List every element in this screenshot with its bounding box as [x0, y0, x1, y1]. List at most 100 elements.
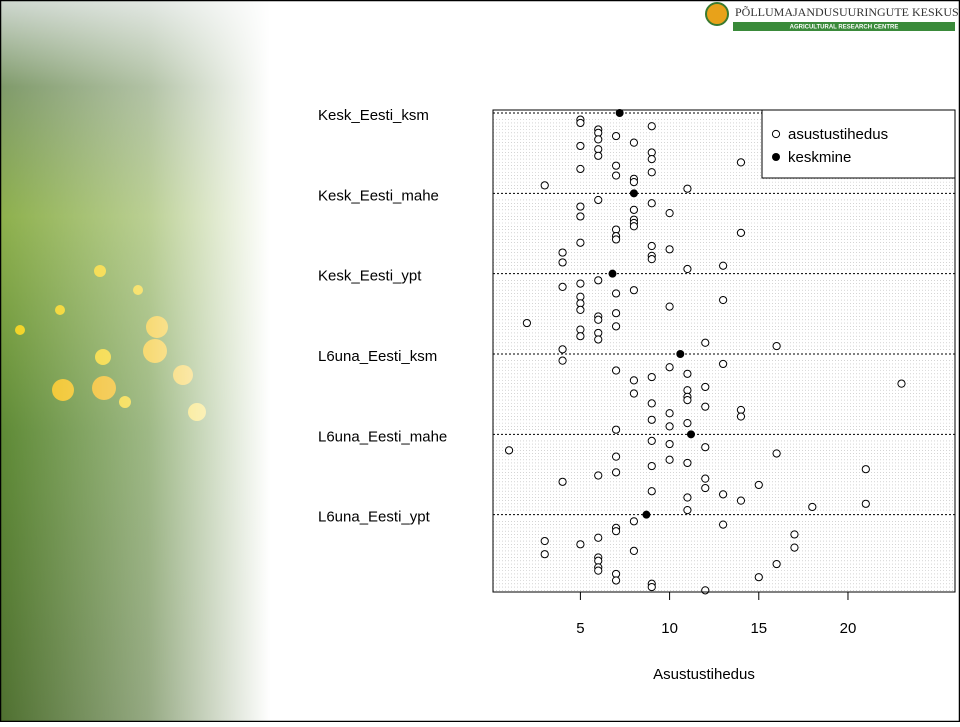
- point: [559, 259, 566, 266]
- point: [541, 537, 548, 544]
- group-label: Kesk_Eesti_ypt: [318, 268, 422, 285]
- point: [595, 136, 602, 143]
- point: [630, 223, 637, 230]
- point: [666, 303, 673, 310]
- point: [684, 185, 691, 192]
- point: [612, 323, 619, 330]
- point: [648, 169, 655, 176]
- point: [630, 390, 637, 397]
- logo-subtitle: AGRICULTURAL RESEARCH CENTRE: [790, 25, 899, 31]
- point: [577, 203, 584, 210]
- point: [577, 541, 584, 548]
- point: [559, 283, 566, 290]
- point: [684, 459, 691, 466]
- point: [702, 444, 709, 451]
- mean-point: [630, 189, 638, 197]
- point: [720, 296, 727, 303]
- point: [577, 239, 584, 246]
- point: [577, 333, 584, 340]
- point: [702, 587, 709, 594]
- point: [648, 373, 655, 380]
- point: [541, 551, 548, 558]
- point: [595, 152, 602, 159]
- point: [862, 466, 869, 473]
- logo-title: PÕLLUMAJANDUSUURINGUTE KESKUS: [735, 5, 959, 19]
- point: [630, 377, 637, 384]
- point: [559, 346, 566, 353]
- point: [737, 497, 744, 504]
- point: [720, 491, 727, 498]
- legend-mean-symbol: [772, 153, 780, 161]
- point: [595, 567, 602, 574]
- point: [755, 574, 762, 581]
- point: [666, 456, 673, 463]
- point: [595, 472, 602, 479]
- point: [648, 416, 655, 423]
- point: [648, 437, 655, 444]
- point: [684, 370, 691, 377]
- slide: PÕLLUMAJANDUSUURINGUTE KESKUS AGRICULTUR…: [0, 0, 960, 722]
- point: [666, 440, 673, 447]
- point: [666, 210, 673, 217]
- point: [755, 481, 762, 488]
- point: [612, 453, 619, 460]
- point: [666, 410, 673, 417]
- point: [559, 478, 566, 485]
- point: [737, 159, 744, 166]
- point: [702, 383, 709, 390]
- point: [523, 319, 530, 326]
- point: [612, 367, 619, 374]
- point: [612, 290, 619, 297]
- photo: [0, 0, 270, 722]
- point: [737, 229, 744, 236]
- mean-point: [687, 430, 695, 438]
- point: [595, 336, 602, 343]
- point: [791, 531, 798, 538]
- x-tick-label: 5: [576, 620, 584, 637]
- point: [541, 182, 548, 189]
- point: [630, 287, 637, 294]
- group-label: L6una_Eesti_ypt: [318, 509, 431, 526]
- point: [559, 249, 566, 256]
- point: [684, 506, 691, 513]
- point: [630, 547, 637, 554]
- point: [702, 475, 709, 482]
- point: [612, 162, 619, 169]
- point: [612, 469, 619, 476]
- point: [612, 528, 619, 535]
- x-axis-label: Asustustihedus: [653, 666, 755, 683]
- point: [648, 583, 655, 590]
- point: [648, 488, 655, 495]
- mean-point: [609, 270, 617, 278]
- group-label: L6una_Eesti_mahe: [318, 428, 447, 445]
- point: [648, 155, 655, 162]
- point: [630, 206, 637, 213]
- point: [612, 577, 619, 584]
- point: [595, 196, 602, 203]
- point: [684, 265, 691, 272]
- point: [577, 142, 584, 149]
- group-label: Kesk_Eesti_ksm: [318, 107, 429, 124]
- page: {"header": {"title": "PÕLLUMAJANDUSUURIN…: [0, 0, 960, 727]
- point: [577, 119, 584, 126]
- x-tick-label: 15: [750, 620, 767, 637]
- point: [773, 342, 780, 349]
- point: [862, 500, 869, 507]
- point: [684, 494, 691, 501]
- point: [612, 236, 619, 243]
- legend-label: keskmine: [788, 149, 851, 166]
- x-tick-label: 10: [661, 620, 678, 637]
- point: [612, 172, 619, 179]
- point: [737, 413, 744, 420]
- legend-label: asustustihedus: [788, 126, 888, 143]
- point: [684, 420, 691, 427]
- point: [791, 544, 798, 551]
- point: [648, 462, 655, 469]
- point: [630, 518, 637, 525]
- point: [595, 277, 602, 284]
- point: [702, 484, 709, 491]
- point: [702, 403, 709, 410]
- point: [666, 423, 673, 430]
- group-label: Kesk_Eesti_mahe: [318, 187, 439, 204]
- point: [630, 139, 637, 146]
